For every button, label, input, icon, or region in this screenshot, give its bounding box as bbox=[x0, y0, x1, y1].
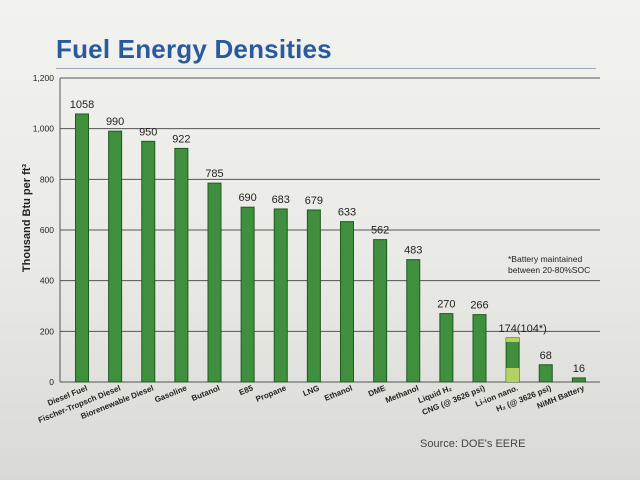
data-label: 950 bbox=[139, 126, 157, 138]
y-tick-label: 200 bbox=[40, 326, 54, 336]
data-label: 633 bbox=[338, 207, 356, 219]
bar bbox=[439, 313, 454, 383]
x-tick-label: LNG bbox=[302, 384, 321, 399]
annotation-line2: between 20-80%SOC bbox=[508, 265, 590, 275]
source-footer: Source: DOE's EERE bbox=[420, 438, 526, 450]
bar bbox=[472, 314, 487, 383]
chart-title: Fuel Energy Densities bbox=[56, 34, 332, 64]
data-label: 1058 bbox=[70, 99, 94, 111]
bar bbox=[141, 140, 156, 383]
bar bbox=[108, 130, 123, 383]
data-label: 562 bbox=[371, 225, 389, 237]
y-tick-label: 800 bbox=[40, 174, 54, 184]
data-label: 785 bbox=[205, 168, 223, 180]
bar bbox=[306, 209, 321, 383]
x-tick-label: E85 bbox=[238, 383, 255, 397]
x-tick-label: Butanol bbox=[190, 384, 221, 404]
y-tick-labels: 1,200 1,000 800 600 400 200 0 bbox=[33, 73, 55, 387]
bar bbox=[406, 259, 421, 383]
bar bbox=[373, 239, 388, 383]
data-label: 174(104*) bbox=[498, 323, 546, 335]
y-tick-label: 400 bbox=[40, 276, 54, 286]
bar bbox=[174, 147, 189, 383]
soc-band-lower bbox=[506, 368, 520, 382]
data-label: 270 bbox=[437, 299, 455, 311]
y-tick-label: 0 bbox=[49, 377, 54, 387]
data-label: 483 bbox=[404, 245, 422, 257]
data-label: 683 bbox=[272, 194, 290, 206]
data-label: 68 bbox=[540, 350, 552, 362]
bar bbox=[273, 208, 288, 383]
y-tick-label: 1,000 bbox=[33, 124, 55, 134]
x-tick-label: Methanol bbox=[384, 384, 420, 405]
x-tick-label: Ethanol bbox=[323, 384, 354, 403]
bar bbox=[75, 113, 89, 383]
data-label: 922 bbox=[172, 133, 190, 145]
value-labels: 1058 990 950 922 785 690 683 679 633 562 483 270 266… bbox=[70, 99, 585, 375]
y-tick-label: 1,200 bbox=[33, 73, 55, 83]
bar bbox=[571, 377, 586, 383]
title-rule bbox=[56, 68, 596, 69]
bar bbox=[240, 206, 255, 383]
data-label: 16 bbox=[573, 363, 585, 375]
x-tick-label: Propane bbox=[254, 383, 288, 404]
data-label: 679 bbox=[305, 195, 323, 207]
annotation: *Battery maintained bbox=[508, 254, 582, 264]
y-tick-label: 600 bbox=[40, 225, 54, 235]
bar bbox=[538, 364, 553, 383]
soc-band-upper bbox=[506, 337, 520, 342]
data-label: 690 bbox=[238, 192, 256, 204]
x-tick-label: Gasoline bbox=[153, 383, 188, 404]
bars bbox=[75, 113, 586, 383]
data-label: 266 bbox=[470, 300, 488, 312]
bar bbox=[207, 182, 222, 383]
bar bbox=[340, 221, 354, 383]
data-label: 990 bbox=[106, 116, 124, 128]
grid-lines bbox=[59, 77, 600, 383]
y-axis-label: Thousand Btu per ft³ bbox=[21, 164, 33, 272]
